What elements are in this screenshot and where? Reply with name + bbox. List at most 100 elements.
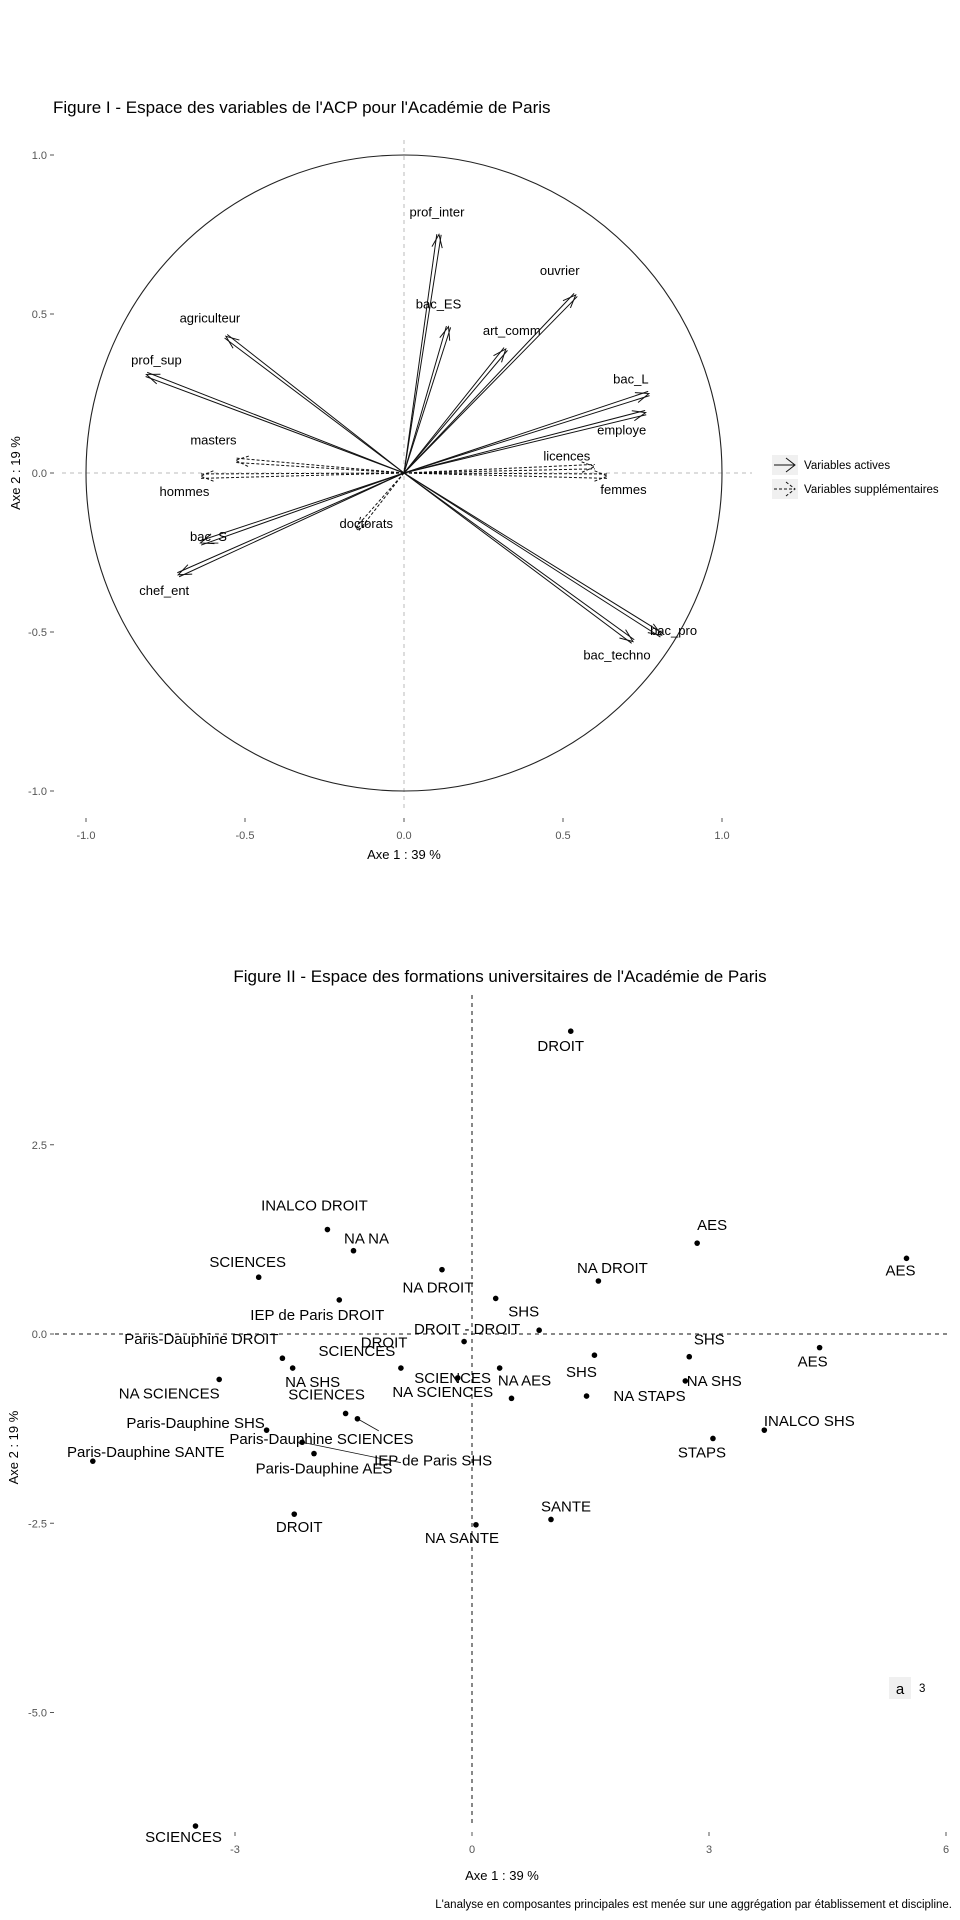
point-na-shs <box>682 1378 689 1384</box>
vector-bac_S-edge <box>201 472 405 546</box>
vector-chef_ent <box>177 472 405 574</box>
point-sciences <box>496 1365 503 1371</box>
point-paris-dauphine-sante <box>90 1458 96 1464</box>
vector-prof_sup-edge <box>145 376 405 474</box>
vector-femmes-edge <box>403 472 608 475</box>
point-label: INALCO DROIT <box>261 1198 368 1215</box>
vector-bac_techno <box>403 472 632 644</box>
point-label: IEP de Paris DROIT <box>250 1307 384 1324</box>
figure-2-plot: 2.5 0.0 -2.5 -5.0 -3 0 3 6 Axe 1 : 39 % Axe 2 : 1… <box>6 995 950 1883</box>
vector-hommes-edge <box>200 472 405 479</box>
x-tick-label: 0.0 <box>396 830 411 842</box>
point-na-droit <box>595 1278 602 1284</box>
point-label: NA SCIENCES <box>119 1385 220 1402</box>
y-axis-label: Axe 2 : 19 % <box>6 1410 21 1484</box>
point-label: DROIT - DROIT <box>414 1321 520 1338</box>
point-label: NA AES <box>498 1372 551 1389</box>
vector-label-ouvrier: ouvrier <box>540 263 580 278</box>
vector-ouvrier-arrowhead <box>562 293 577 309</box>
point-na-droit <box>439 1266 445 1273</box>
point-na-aes <box>508 1395 515 1402</box>
point-label: SCIENCES <box>319 1343 396 1360</box>
point-iep-de-paris-droit <box>336 1297 343 1303</box>
vector-doctorats <box>354 472 405 530</box>
point-label: NA SHS <box>285 1374 340 1391</box>
figure-1-plot: 1.0 0.5 0.0 -0.5 -1.0 -1.0 -0.5 0.0 0.5 1.0 Axe 1 … <box>8 140 939 862</box>
vector-chef_ent-edge <box>178 472 405 578</box>
point-sciences <box>192 1823 199 1829</box>
vector-prof_sup-arrowhead <box>145 373 161 385</box>
figure-2: 2.5 0.0 -2.5 -5.0 -3 0 3 6 Axe 1 : 39 % Axe 2 : 1… <box>0 900 960 1920</box>
y-tick-label: 0.5 <box>32 309 47 321</box>
vector-prof_sup <box>147 371 405 474</box>
legend-label: Variables actives <box>804 460 890 472</box>
vector-masters-arrowhead <box>234 455 249 467</box>
vector-label-art_comm: art_comm <box>483 323 541 338</box>
point-label: SHS <box>508 1303 539 1320</box>
point-label: Paris-Dauphine DROIT <box>124 1331 278 1348</box>
point-paris-dauphine-aes <box>311 1450 317 1457</box>
point-label: Paris-Dauphine SHS <box>126 1415 264 1432</box>
y-tick-label: 2.5 <box>32 1140 47 1152</box>
vector-agriculteur-edge <box>224 337 405 474</box>
point-iep-de-paris-shs <box>299 1439 305 1446</box>
point-sciences <box>255 1274 262 1281</box>
vector-bac_pro-arrowhead <box>647 623 663 636</box>
y-tick-label: 1.0 <box>32 150 47 162</box>
x-tick-label: 0.5 <box>555 830 570 842</box>
vector-bac_pro <box>403 472 661 638</box>
point-label: Paris-Dauphine SANTE <box>67 1444 225 1461</box>
point-label: SCIENCES <box>288 1386 365 1403</box>
vector-licences <box>403 468 595 474</box>
y-tick-label: -5.0 <box>28 1708 47 1720</box>
x-axis-label: Axe 1 : 39 % <box>465 1868 539 1883</box>
x-tick-label: -0.5 <box>236 830 255 842</box>
point-label: INALCO SHS <box>764 1413 855 1430</box>
point-droit <box>461 1338 467 1345</box>
point-label: SCIENCES <box>414 1370 491 1387</box>
point-label: Paris-Dauphine SCIENCES <box>229 1431 413 1448</box>
vector-label-prof_sup: prof_sup <box>131 352 182 367</box>
point-sante <box>548 1516 554 1523</box>
figure-2-title: Figure II - Espace des formations univer… <box>233 967 767 986</box>
vector-label-bac_S: bac_S <box>190 529 227 544</box>
vector-label-bac_pro: bac_pro <box>650 623 697 638</box>
footnote: L'analyse en composantes principales est… <box>435 1899 952 1911</box>
vector-chef_ent-arrowhead <box>176 564 193 576</box>
point-shs <box>686 1353 693 1360</box>
legend-key-arrow <box>785 457 796 473</box>
legend-key-arrow <box>785 481 796 497</box>
x-tick-label: 3 <box>706 1844 712 1856</box>
vector-hommes <box>200 472 405 475</box>
y-tick-label: -2.5 <box>28 1518 47 1530</box>
vector-bac_techno-arrowhead <box>619 629 635 643</box>
vector-art_comm-edge <box>403 347 505 474</box>
point-label: SCIENCES <box>145 1829 222 1846</box>
legend-label: 3 <box>919 1683 925 1695</box>
vector-prof_inter-arrowhead <box>431 233 443 249</box>
point-label: SCIENCES <box>209 1254 286 1271</box>
point-label: NA STAPS <box>613 1388 685 1405</box>
vector-bac_ES <box>403 327 452 474</box>
correlation-circle <box>85 154 723 792</box>
vector-employe <box>403 414 647 474</box>
point-paris-dauphine-sciences <box>354 1415 361 1422</box>
point-na-shs <box>289 1365 296 1371</box>
point-aes <box>816 1344 823 1351</box>
vector-masters <box>235 457 405 474</box>
label-leader-line <box>302 1441 401 1464</box>
point-aes <box>694 1240 700 1246</box>
vector-label-chef_ent: chef_ent <box>139 583 189 598</box>
vector-employe-edge <box>403 409 646 474</box>
y-tick-label: 0.0 <box>32 468 47 480</box>
point-droit <box>567 1028 574 1034</box>
vector-label-bac_ES: bac_ES <box>416 297 462 312</box>
vector-ouvrier <box>403 296 578 474</box>
vector-bac_S-arrowhead <box>199 533 215 545</box>
point-droit <box>291 1511 298 1517</box>
point-sciences <box>398 1365 404 1371</box>
y-tick-label: 0.0 <box>32 1329 47 1341</box>
y-tick-label: -1.0 <box>28 786 47 798</box>
label-leader-line <box>357 1418 379 1432</box>
vector-label-agriculteur: agriculteur <box>180 310 241 325</box>
